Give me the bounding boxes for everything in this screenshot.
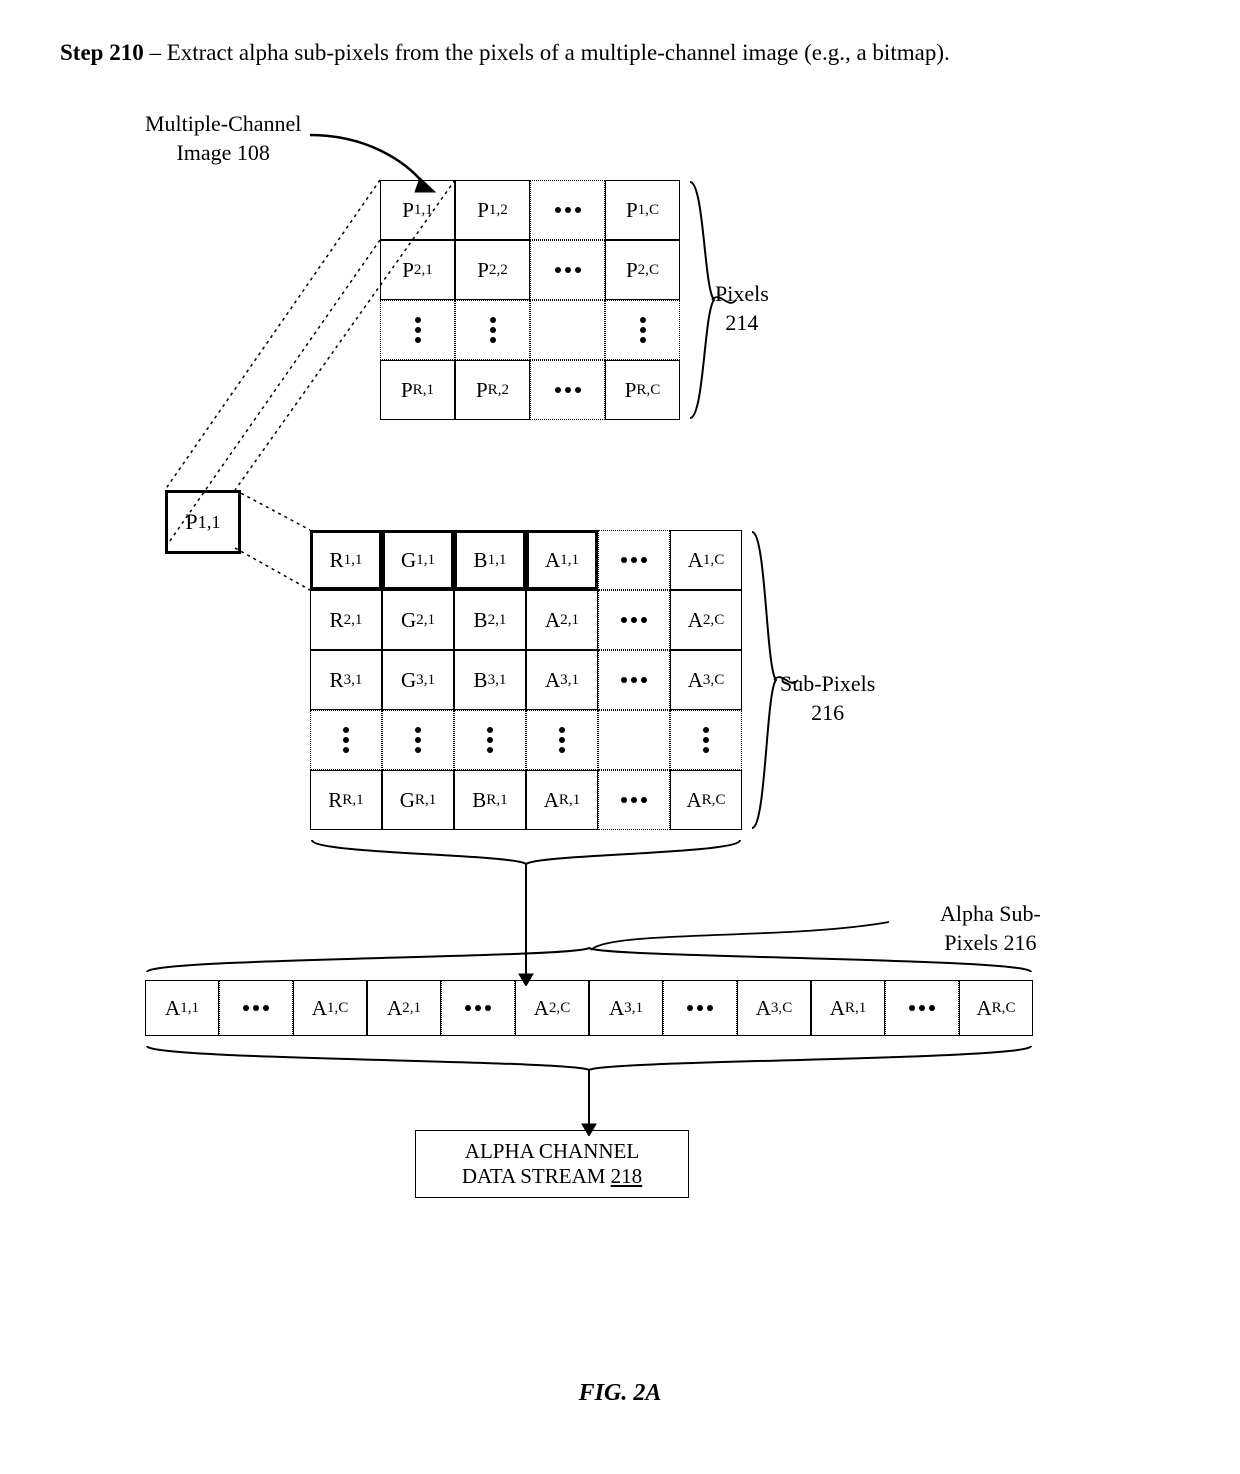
- horizontal-dots-icon: [619, 555, 649, 565]
- vertical-dots-icon: [557, 725, 567, 755]
- arrowhead-to-box: [579, 1070, 599, 1136]
- grid-cell: [670, 710, 742, 770]
- strip-cell: AR,1: [811, 980, 885, 1036]
- grid-cell: GR,1: [382, 770, 454, 830]
- grid-cell: A1,C: [670, 530, 742, 590]
- horizontal-dots-icon: [619, 795, 649, 805]
- strip-cell: [441, 980, 515, 1036]
- grid-cell: P1,C: [605, 180, 680, 240]
- vertical-dots-icon: [341, 725, 351, 755]
- alpha-strip: A1,1 A1,CA2,1 A2,CA3,1 A3,CAR,1 AR,C: [145, 980, 1033, 1036]
- grid-cell: A2,C: [670, 590, 742, 650]
- grid-cell: BR,1: [454, 770, 526, 830]
- grid-cell: A3,C: [670, 650, 742, 710]
- strip-cell: [219, 980, 293, 1036]
- strip-cell: A1,1: [145, 980, 219, 1036]
- strip-cell: A1,C: [293, 980, 367, 1036]
- subpixel-grid: R1,1G1,1B1,1A1,1A1,CR2,1G2,1B2,1A2,1A2,C…: [310, 530, 742, 830]
- strip-cell: A3,1: [589, 980, 663, 1036]
- vertical-dots-icon: [701, 725, 711, 755]
- grid-cell: [455, 300, 530, 360]
- step-title: Step 210 – Extract alpha sub-pixels from…: [60, 40, 1180, 66]
- grid-cell: PR,C: [605, 360, 680, 420]
- vertical-dots-icon: [638, 315, 648, 345]
- grid-cell: [530, 240, 605, 300]
- grid-cell: P2,2: [455, 240, 530, 300]
- strip-cell: A2,C: [515, 980, 589, 1036]
- horizontal-dots-icon: [553, 385, 583, 395]
- grid-cell: [530, 180, 605, 240]
- strip-cell: [885, 980, 959, 1036]
- grid-cell: G2,1: [382, 590, 454, 650]
- figure-caption: FIG. 2A: [60, 1380, 1180, 1407]
- grid-cell: AR,1: [526, 770, 598, 830]
- grid-cell: [310, 710, 382, 770]
- diagram-area: P1,1P1,2P1,CP2,1P2,2P2,CPR,1PR,2PR,CR1,1…: [60, 90, 1180, 1370]
- strip-cell: AR,C: [959, 980, 1033, 1036]
- horizontal-dots-icon: [553, 265, 583, 275]
- multi-channel-label: Multiple-ChannelImage 108: [145, 110, 301, 167]
- grid-cell: R2,1: [310, 590, 382, 650]
- grid-cell: PR,2: [455, 360, 530, 420]
- grid-cell: [530, 300, 605, 360]
- strip-cell: A3,C: [737, 980, 811, 1036]
- grid-cell: B3,1: [454, 650, 526, 710]
- grid-cell: R3,1: [310, 650, 382, 710]
- grid-cell: [598, 710, 670, 770]
- grid-cell: A2,1: [526, 590, 598, 650]
- grid-cell: [526, 710, 598, 770]
- proj-line: [233, 546, 312, 592]
- horizontal-dots-icon: [553, 205, 583, 215]
- grid-cell: [382, 710, 454, 770]
- grid-cell: A1,1: [526, 530, 598, 590]
- grid-cell: [598, 650, 670, 710]
- strip-cell: A2,1: [367, 980, 441, 1036]
- grid-cell: AR,C: [670, 770, 742, 830]
- squiggle-pixels: [710, 290, 740, 310]
- strip-cell: [663, 980, 737, 1036]
- grid-cell: P1,2: [455, 180, 530, 240]
- grid-cell: A3,1: [526, 650, 598, 710]
- vertical-dots-icon: [413, 725, 423, 755]
- grid-cell: G3,1: [382, 650, 454, 710]
- grid-cell: [598, 590, 670, 650]
- proj-line: [233, 488, 312, 532]
- step-text: – Extract alpha sub-pixels from the pixe…: [144, 40, 950, 65]
- grid-cell: RR,1: [310, 770, 382, 830]
- vertical-dots-icon: [488, 315, 498, 345]
- squiggle-subpixels: [772, 670, 802, 690]
- horizontal-dots-icon: [463, 1003, 493, 1013]
- grid-cell: [454, 710, 526, 770]
- vertical-dots-icon: [485, 725, 495, 755]
- grid-cell: B1,1: [454, 530, 526, 590]
- horizontal-dots-icon: [685, 1003, 715, 1013]
- grid-cell: [598, 770, 670, 830]
- horizontal-dots-icon: [241, 1003, 271, 1013]
- grid-cell: [530, 360, 605, 420]
- grid-cell: G1,1: [382, 530, 454, 590]
- proj-line: [233, 178, 457, 492]
- horizontal-dots-icon: [619, 615, 649, 625]
- connector-to-alpha-label: [589, 920, 909, 955]
- grid-cell: [605, 300, 680, 360]
- alpha-channel-box: ALPHA CHANNELDATA STREAM 218: [415, 1130, 689, 1198]
- grid-cell: P2,C: [605, 240, 680, 300]
- grid-cell: B2,1: [454, 590, 526, 650]
- step-number: Step 210: [60, 40, 144, 65]
- horizontal-dots-icon: [907, 1003, 937, 1013]
- grid-cell: [598, 530, 670, 590]
- horizontal-dots-icon: [619, 675, 649, 685]
